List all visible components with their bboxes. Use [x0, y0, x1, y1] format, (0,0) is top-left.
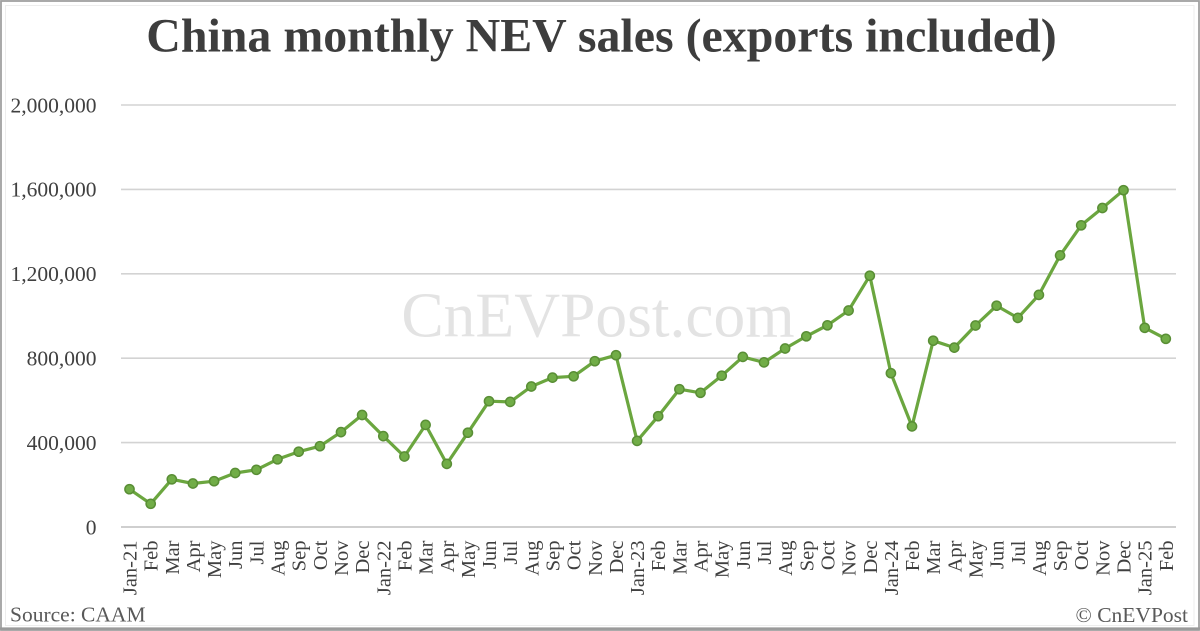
svg-text:May: May: [458, 540, 480, 578]
svg-text:1,600,000: 1,600,000: [11, 178, 97, 202]
svg-text:Dec: Dec: [860, 541, 882, 574]
svg-text:Nov: Nov: [585, 540, 607, 576]
svg-text:Apr: Apr: [691, 540, 713, 572]
svg-text:800,000: 800,000: [27, 347, 97, 371]
svg-text:Nov: Nov: [331, 540, 353, 576]
svg-text:Mar: Mar: [923, 540, 945, 574]
svg-text:China monthly NEV sales (expor: China monthly NEV sales (exports include…: [146, 10, 1056, 63]
svg-text:Nov: Nov: [1092, 540, 1114, 576]
svg-text:Dec: Dec: [352, 541, 374, 574]
svg-text:CnEVPost.com: CnEVPost.com: [401, 279, 794, 350]
svg-text:Jan-23: Jan-23: [627, 541, 649, 596]
svg-text:Jul: Jul: [500, 540, 522, 564]
svg-text:Feb: Feb: [648, 541, 670, 572]
svg-text:Jun: Jun: [987, 541, 1009, 569]
svg-text:Oct: Oct: [564, 540, 586, 570]
svg-text:Nov: Nov: [839, 540, 861, 576]
svg-text:Jan-24: Jan-24: [881, 541, 903, 596]
svg-text:Aug: Aug: [521, 541, 543, 576]
svg-text:Jul: Jul: [246, 540, 268, 564]
svg-text:Oct: Oct: [1071, 540, 1093, 570]
svg-text:Oct: Oct: [310, 540, 332, 570]
svg-text:Sep: Sep: [543, 541, 565, 572]
svg-text:Sep: Sep: [1050, 541, 1072, 572]
svg-text:Feb: Feb: [902, 541, 924, 572]
svg-text:Mar: Mar: [162, 540, 184, 574]
svg-text:Jun: Jun: [225, 541, 247, 569]
svg-text:Source: CAAM: Source: CAAM: [10, 603, 146, 627]
svg-text:400,000: 400,000: [27, 431, 97, 455]
svg-text:May: May: [204, 540, 226, 578]
svg-text:2,000,000: 2,000,000: [11, 93, 97, 117]
svg-text:Aug: Aug: [1029, 541, 1051, 576]
svg-text:Dec: Dec: [606, 541, 628, 574]
svg-text:Jan-21: Jan-21: [120, 541, 142, 596]
svg-text:Jan-25: Jan-25: [1135, 541, 1157, 596]
svg-text:May: May: [712, 540, 734, 578]
svg-text:Mar: Mar: [416, 540, 438, 574]
svg-text:Apr: Apr: [183, 540, 205, 572]
svg-text:© CnEVPost: © CnEVPost: [1075, 603, 1188, 627]
svg-text:Jan-22: Jan-22: [373, 541, 395, 596]
svg-text:Aug: Aug: [268, 541, 290, 576]
svg-text:Jul: Jul: [1008, 540, 1030, 564]
svg-text:Dec: Dec: [1114, 541, 1136, 574]
svg-text:Apr: Apr: [944, 540, 966, 572]
svg-text:Jul: Jul: [754, 540, 776, 564]
svg-text:Feb: Feb: [141, 541, 163, 572]
svg-text:Feb: Feb: [394, 541, 416, 572]
svg-text:Sep: Sep: [796, 541, 818, 572]
svg-text:Apr: Apr: [437, 540, 459, 572]
svg-text:Jun: Jun: [733, 541, 755, 569]
svg-text:Jun: Jun: [479, 541, 501, 569]
svg-text:Feb: Feb: [1156, 541, 1178, 572]
svg-text:May: May: [966, 540, 988, 578]
svg-text:Aug: Aug: [775, 541, 797, 576]
svg-text:Oct: Oct: [817, 540, 839, 570]
svg-text:1,200,000: 1,200,000: [11, 262, 97, 286]
svg-text:Mar: Mar: [669, 540, 691, 574]
svg-text:Sep: Sep: [289, 541, 311, 572]
svg-text:0: 0: [86, 515, 97, 539]
